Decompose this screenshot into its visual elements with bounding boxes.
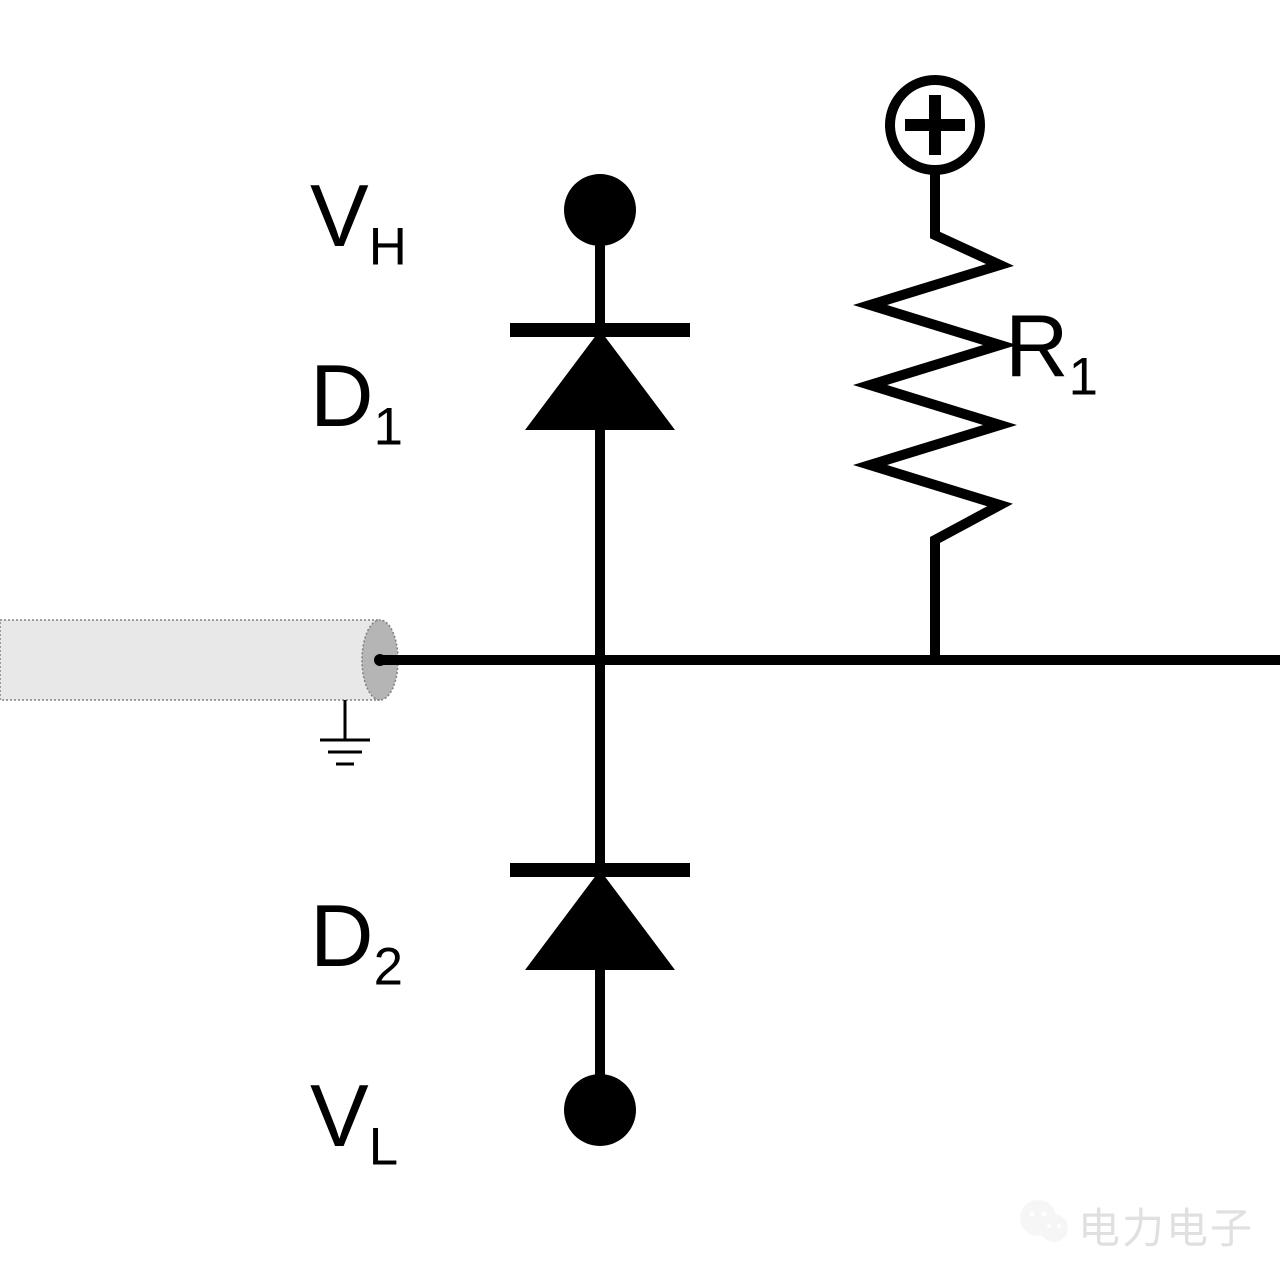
label-d1-sub: 1 [374,398,403,457]
label-vl: VL [310,1065,398,1178]
cable-center-node [374,654,386,666]
terminal-vl [564,1074,636,1146]
label-d2: D2 [310,885,403,998]
label-r1-text: R [1005,296,1069,395]
plus-circle-icon [890,80,980,170]
label-vh-text: V [310,166,369,265]
label-d2-text: D [310,886,374,985]
watermark-text: 电力电子 [1078,1195,1254,1256]
label-vl-sub: L [369,1118,398,1177]
label-d2-sub: 2 [374,938,403,997]
resistor-r1 [870,195,1000,570]
label-vh-sub: H [369,218,407,277]
label-d1-text: D [310,346,374,445]
diode-d1 [510,330,690,430]
cable-body [0,620,380,700]
diode-d2 [510,870,690,970]
label-vl-text: V [310,1066,369,1165]
terminal-vh [564,174,636,246]
wechat-icon [1018,1198,1070,1244]
circuit-diagram [0,0,1280,1279]
label-r1-sub: 1 [1069,348,1098,407]
label-vh: VH [310,165,407,278]
label-d1: D1 [310,345,403,458]
label-r1: R1 [1005,295,1098,408]
